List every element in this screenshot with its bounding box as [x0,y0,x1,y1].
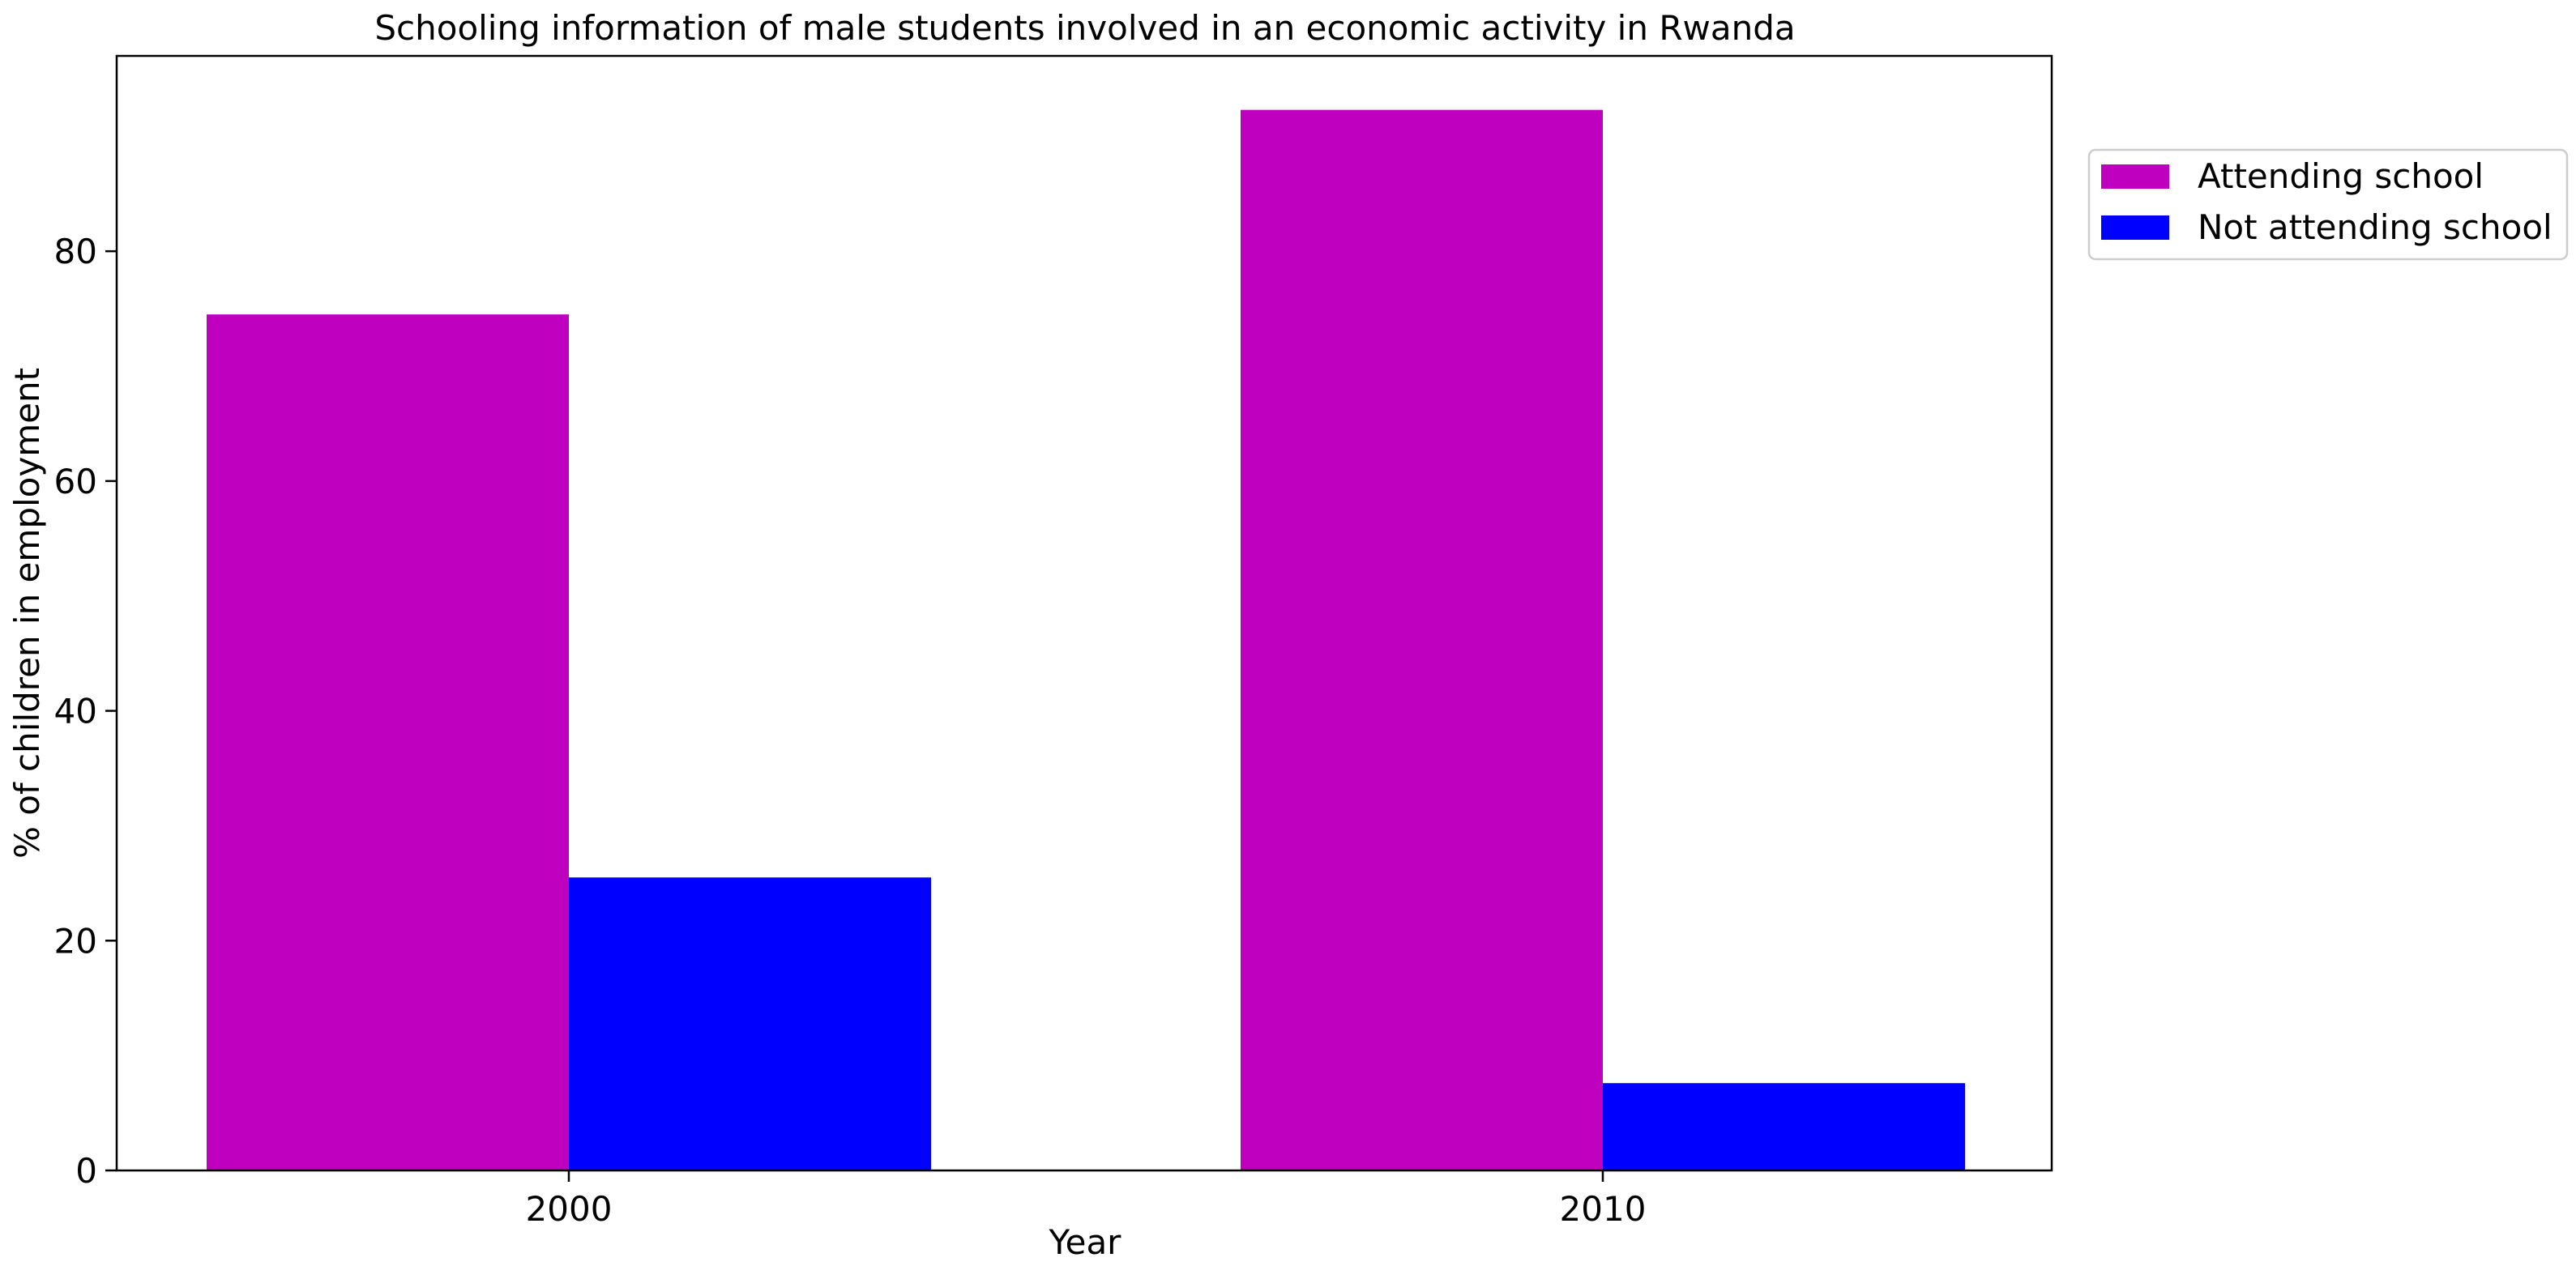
bar-not-attending-school-2010 [1603,1083,1965,1170]
x-axis-ticks: 2000 2010 [526,1170,1647,1229]
bars-group [207,109,1965,1171]
x-tick-label: 2000 [526,1189,613,1229]
bar-attending-school-2000 [207,314,569,1170]
y-tick-label: 40 [54,692,97,731]
x-axis-label: Year [1049,1222,1122,1262]
y-axis-label: % of children in employment [7,368,47,859]
y-axis-ticks: 0 20 40 60 80 [54,232,117,1191]
y-tick-label: 20 [54,921,97,961]
y-tick-label: 0 [75,1151,97,1191]
legend-box [2087,148,2569,261]
bar-not-attending-school-2000 [569,877,931,1170]
y-tick-label: 80 [54,232,97,271]
x-tick-label: 2010 [1560,1189,1647,1229]
legend-swatch-not-attending-school [2101,215,2169,240]
bar-attending-school-2010 [1241,109,1603,1171]
y-tick-label: 60 [54,462,97,501]
legend-label-not-attending-school: Not attending school [2198,207,2553,247]
legend: Attending school Not attending school [2087,148,2569,261]
plot-frame [115,54,2053,1172]
legend-label-attending-school: Attending school [2198,156,2484,196]
legend-swatch-attending-school [2101,164,2169,189]
chart-title: Schooling information of male students i… [374,8,1795,48]
